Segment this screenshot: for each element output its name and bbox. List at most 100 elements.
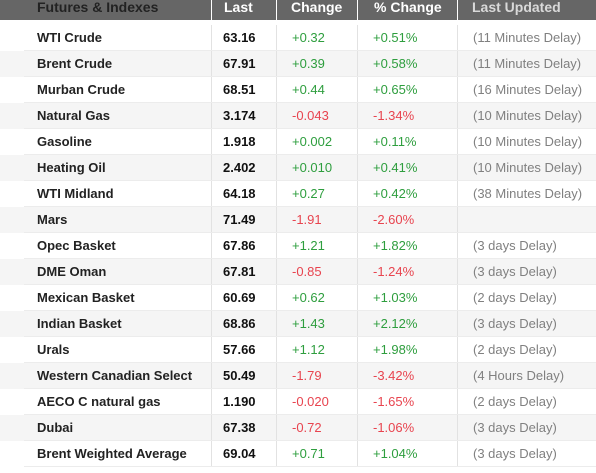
row-divider bbox=[24, 102, 596, 103]
instrument-name-link[interactable]: WTI Midland bbox=[37, 186, 114, 201]
column-divider bbox=[457, 259, 458, 285]
row-divider bbox=[24, 414, 596, 415]
column-divider bbox=[457, 155, 458, 181]
instrument-name-link[interactable]: Dubai bbox=[37, 420, 74, 435]
header-last-updated[interactable]: Last Updated bbox=[472, 0, 561, 15]
row-divider bbox=[24, 284, 596, 285]
column-divider bbox=[211, 181, 212, 207]
percent-change: +0.11% bbox=[373, 134, 417, 149]
table-row[interactable]: WTI Midland 64.18 +0.27 +0.42% (38 Minut… bbox=[0, 181, 596, 207]
table-row[interactable]: DME Oman 67.81 -0.85 -1.24% (3 days Dela… bbox=[0, 259, 596, 285]
table-row[interactable]: AECO C natural gas 1.190 -0.020 -1.65% (… bbox=[0, 389, 596, 415]
header-percent-change[interactable]: % Change bbox=[374, 0, 442, 15]
percent-change: +1.04% bbox=[373, 446, 418, 461]
column-divider bbox=[211, 77, 212, 103]
last-updated-delay: (3 days Delay) bbox=[473, 264, 557, 279]
column-divider bbox=[276, 285, 277, 311]
last-price: 2.402 bbox=[223, 160, 256, 175]
table-row[interactable]: WTI Crude 63.16 +0.32 +0.51% (11 Minutes… bbox=[0, 25, 596, 51]
table-row[interactable]: Mexican Basket 60.69 +0.62 +1.03% (2 day… bbox=[0, 285, 596, 311]
header-change[interactable]: Change bbox=[291, 0, 343, 15]
instrument-name-link[interactable]: AECO C natural gas bbox=[37, 394, 161, 409]
header-futures-indexes[interactable]: Futures & Indexes bbox=[37, 0, 159, 15]
row-divider bbox=[24, 180, 596, 181]
last-updated-delay: (2 days Delay) bbox=[473, 290, 557, 305]
instrument-name-link[interactable]: DME Oman bbox=[37, 264, 107, 279]
column-divider bbox=[457, 51, 458, 77]
last-updated-delay: (10 Minutes Delay) bbox=[473, 160, 583, 175]
last-updated-delay: (10 Minutes Delay) bbox=[473, 134, 583, 149]
row-divider bbox=[24, 388, 596, 389]
table-row[interactable]: Gasoline 1.918 +0.002 +0.11% (10 Minutes… bbox=[0, 129, 596, 155]
column-divider bbox=[211, 311, 212, 337]
table-row[interactable]: Murban Crude 68.51 +0.44 +0.65% (16 Minu… bbox=[0, 77, 596, 103]
price-change: +0.002 bbox=[292, 134, 333, 149]
column-divider bbox=[357, 0, 358, 20]
column-divider bbox=[357, 233, 358, 259]
percent-change: +0.41% bbox=[373, 160, 418, 175]
last-price: 67.91 bbox=[223, 56, 256, 71]
column-divider bbox=[457, 285, 458, 311]
column-divider bbox=[211, 259, 212, 285]
price-change: +0.71 bbox=[292, 446, 325, 461]
table-row[interactable]: Natural Gas 3.174 -0.043 -1.34% (10 Minu… bbox=[0, 103, 596, 129]
last-updated-delay: (3 days Delay) bbox=[473, 420, 557, 435]
price-change: +1.21 bbox=[292, 238, 325, 253]
instrument-name-link[interactable]: Brent Crude bbox=[37, 56, 113, 71]
column-divider bbox=[276, 0, 277, 20]
instrument-name-link[interactable]: Indian Basket bbox=[37, 316, 122, 331]
last-updated-delay: (3 days Delay) bbox=[473, 446, 557, 461]
price-change: +1.12 bbox=[292, 342, 325, 357]
last-price: 63.16 bbox=[223, 30, 256, 45]
percent-change: +0.42% bbox=[373, 186, 418, 201]
table-row[interactable]: Mars 71.49 -1.91 -2.60% bbox=[0, 207, 596, 233]
column-divider bbox=[357, 103, 358, 129]
instrument-name-link[interactable]: Gasoline bbox=[37, 134, 92, 149]
column-divider bbox=[276, 389, 277, 415]
percent-change: -1.34% bbox=[373, 108, 415, 123]
last-updated-delay: (11 Minutes Delay) bbox=[473, 56, 582, 71]
instrument-name-link[interactable]: Natural Gas bbox=[37, 108, 110, 123]
instrument-name-link[interactable]: Urals bbox=[37, 342, 70, 357]
instrument-name-link[interactable]: Western Canadian Select bbox=[37, 368, 193, 383]
table-row[interactable]: Urals 57.66 +1.12 +1.98% (2 days Delay) bbox=[0, 337, 596, 363]
price-change: -1.79 bbox=[292, 368, 322, 383]
column-divider bbox=[276, 51, 277, 77]
price-change: -0.85 bbox=[292, 264, 322, 279]
column-divider bbox=[276, 311, 277, 337]
row-divider bbox=[24, 206, 596, 207]
table-row[interactable]: Heating Oil 2.402 +0.010 +0.41% (10 Minu… bbox=[0, 155, 596, 181]
column-divider bbox=[276, 181, 277, 207]
instrument-name-link[interactable]: Brent Weighted Average bbox=[37, 446, 187, 461]
column-divider bbox=[457, 233, 458, 259]
table-row[interactable]: Opec Basket 67.86 +1.21 +1.82% (3 days D… bbox=[0, 233, 596, 259]
column-divider bbox=[276, 155, 277, 181]
instrument-name-link[interactable]: Heating Oil bbox=[37, 160, 106, 175]
last-updated-delay: (2 days Delay) bbox=[473, 394, 557, 409]
last-price: 64.18 bbox=[223, 186, 256, 201]
price-change: +0.27 bbox=[292, 186, 325, 201]
column-divider bbox=[457, 389, 458, 415]
percent-change: -3.42% bbox=[373, 368, 415, 383]
table-row[interactable]: Brent Crude 67.91 +0.39 +0.58% (11 Minut… bbox=[0, 51, 596, 77]
column-divider bbox=[276, 441, 277, 467]
instrument-name-link[interactable]: WTI Crude bbox=[37, 30, 102, 45]
instrument-name-link[interactable]: Murban Crude bbox=[37, 82, 126, 97]
row-divider bbox=[24, 50, 596, 51]
column-divider bbox=[211, 129, 212, 155]
instrument-name-link[interactable]: Mexican Basket bbox=[37, 290, 135, 305]
table-row[interactable]: Brent Weighted Average 69.04 +0.71 +1.04… bbox=[0, 441, 596, 467]
instrument-name-link[interactable]: Opec Basket bbox=[37, 238, 116, 253]
column-divider bbox=[276, 259, 277, 285]
header-last[interactable]: Last bbox=[224, 0, 253, 15]
column-divider bbox=[357, 25, 358, 51]
table-row[interactable]: Indian Basket 68.86 +1.43 +2.12% (3 days… bbox=[0, 311, 596, 337]
table-row[interactable]: Dubai 67.38 -0.72 -1.06% (3 days Delay) bbox=[0, 415, 596, 441]
last-updated-delay: (16 Minutes Delay) bbox=[473, 82, 583, 97]
column-divider bbox=[211, 0, 212, 20]
last-updated-delay: (4 Hours Delay) bbox=[473, 368, 565, 383]
table-row[interactable]: Western Canadian Select 50.49 -1.79 -3.4… bbox=[0, 363, 596, 389]
column-divider bbox=[357, 77, 358, 103]
price-change: +1.43 bbox=[292, 316, 325, 331]
instrument-name-link[interactable]: Mars bbox=[37, 212, 68, 227]
